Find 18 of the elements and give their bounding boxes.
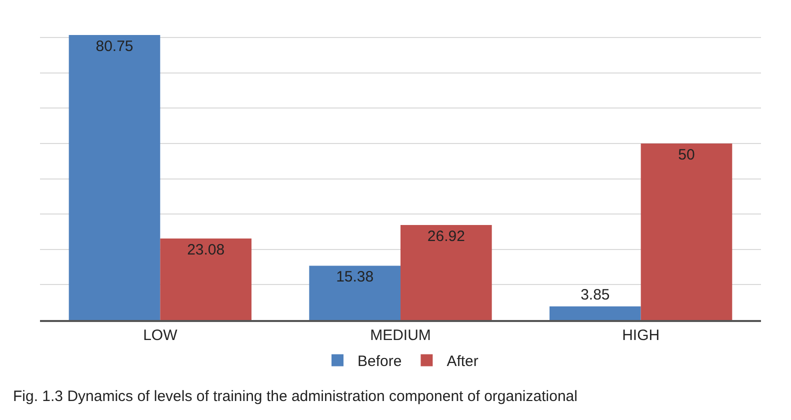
bar (160, 238, 252, 320)
bar (550, 306, 641, 320)
bar (400, 224, 492, 320)
bar (68, 35, 160, 320)
data-label: 3.85 (580, 286, 610, 304)
data-label: 80.75 (96, 38, 134, 55)
legend-label: Before (358, 353, 402, 370)
bar (309, 266, 400, 320)
caption: Fig. 1.3 Dynamics of levels of training the administration component of organizational (13, 388, 578, 405)
x-tick-label: MEDIUM (370, 326, 431, 344)
legend-label: After (446, 353, 478, 370)
data-label: 50 (678, 146, 695, 164)
data-label: 15.38 (336, 268, 374, 286)
x-tick-label: LOW (143, 326, 178, 344)
data-label: 23.08 (187, 242, 225, 259)
data-label: 26.92 (427, 228, 465, 245)
bar (640, 144, 732, 320)
x-tick-label: HIGH (622, 326, 660, 344)
